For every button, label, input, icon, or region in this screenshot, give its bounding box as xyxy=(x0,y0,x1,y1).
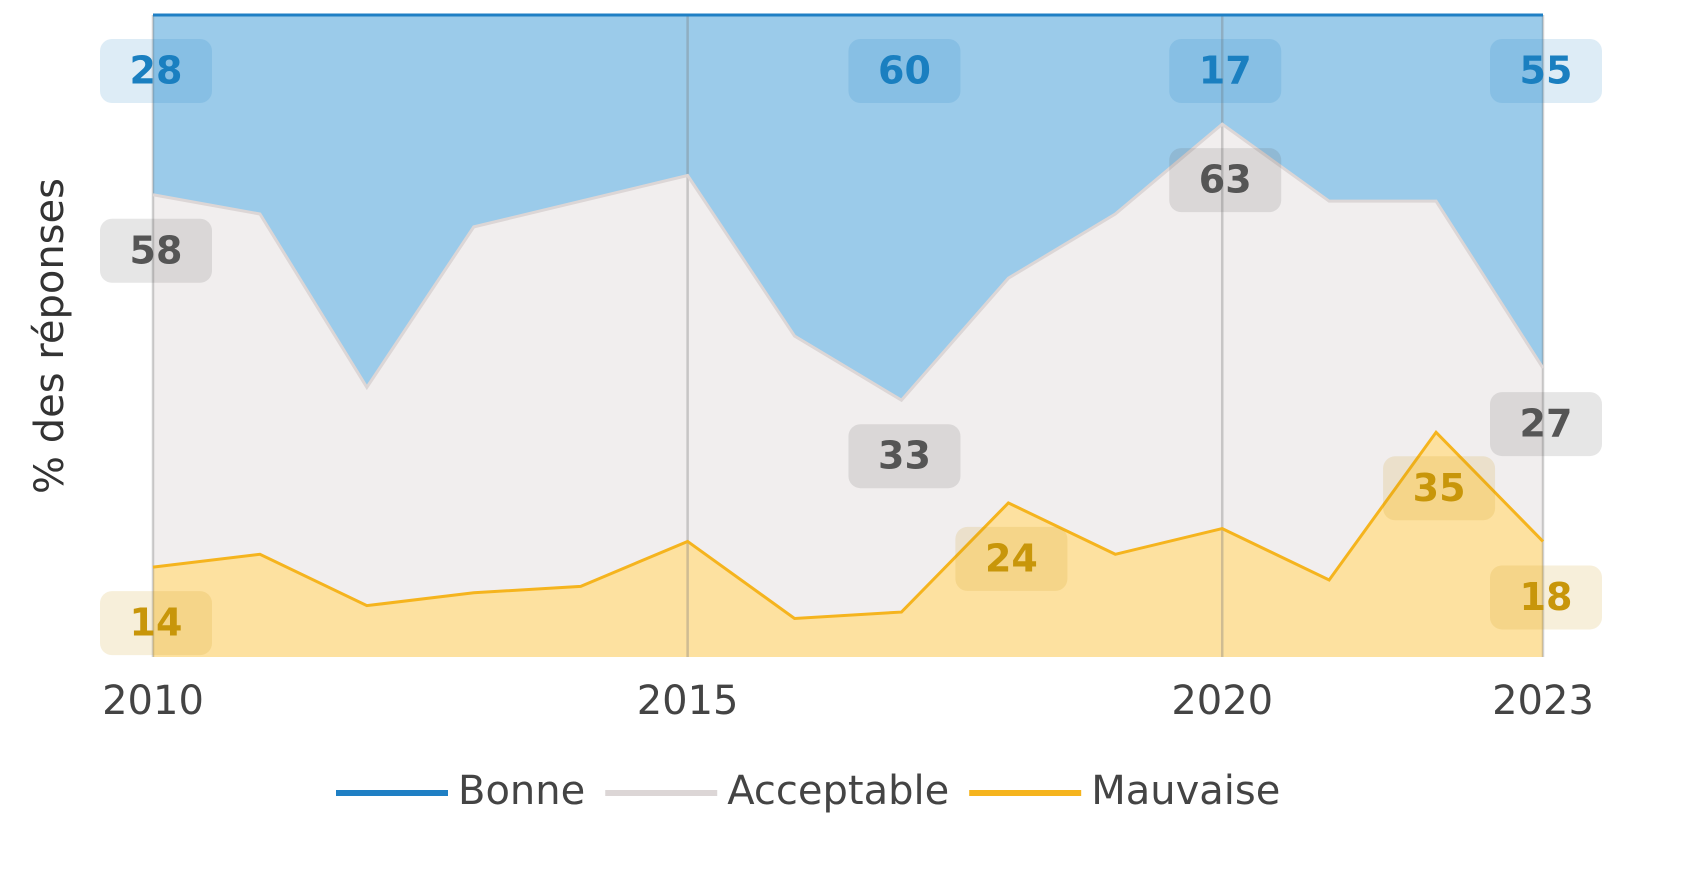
legend-label: Bonne xyxy=(458,768,585,814)
area xyxy=(153,15,1543,401)
value-label: 35 xyxy=(1413,466,1466,510)
value-label: 63 xyxy=(1199,158,1252,202)
x-tick-label: 2023 xyxy=(1492,678,1594,724)
value-label-box xyxy=(1490,39,1602,103)
value-label-box xyxy=(955,526,1068,591)
value-label-box xyxy=(848,39,961,103)
value-label-box xyxy=(100,591,212,656)
y-axis-label: % des réponses xyxy=(27,178,73,494)
value-label: 27 xyxy=(1520,402,1573,446)
value-label-box xyxy=(1169,39,1282,103)
x-tick-label: 2020 xyxy=(1171,678,1273,724)
x-tick-label: 2010 xyxy=(102,678,204,724)
legend-label: Acceptable xyxy=(727,768,949,814)
value-label-box xyxy=(1169,148,1282,213)
value-label: 28 xyxy=(130,49,183,93)
value-label: 14 xyxy=(130,601,183,645)
value-label: 58 xyxy=(130,228,183,272)
area xyxy=(153,432,1543,657)
value-label: 33 xyxy=(878,434,931,478)
value-label: 17 xyxy=(1199,49,1252,93)
area xyxy=(153,124,1543,619)
series-line xyxy=(152,122,1545,403)
value-label-box xyxy=(1490,392,1602,457)
value-label-box xyxy=(848,424,961,489)
value-label-box xyxy=(100,39,212,103)
value-label: 60 xyxy=(878,49,931,93)
series-line xyxy=(152,429,1545,621)
x-tick-label: 2015 xyxy=(637,678,739,724)
value-label-box xyxy=(1490,565,1602,630)
value-label: 18 xyxy=(1520,575,1573,619)
value-label-box xyxy=(1383,456,1496,521)
value-label: 55 xyxy=(1520,49,1573,93)
legend-label: Mauvaise xyxy=(1091,768,1280,814)
value-label-box xyxy=(100,218,212,283)
value-label: 24 xyxy=(985,536,1038,580)
